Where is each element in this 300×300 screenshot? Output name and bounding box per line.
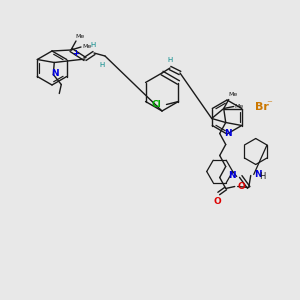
Text: Br: Br [255,102,269,112]
Text: ⁻: ⁻ [266,99,272,109]
Text: Cl: Cl [152,100,161,109]
Text: N: N [52,68,59,77]
Text: N: N [228,171,236,180]
Text: O: O [238,182,245,191]
Text: +: + [73,50,80,58]
Text: O: O [214,197,222,206]
Text: Me: Me [235,104,244,109]
Text: Me: Me [75,34,84,39]
Text: H: H [259,172,265,181]
Text: Me: Me [82,44,91,50]
Text: N: N [254,170,261,179]
Text: H: H [90,42,96,48]
Text: H: H [99,62,105,68]
Text: Me: Me [229,92,238,98]
Text: N: N [224,130,232,139]
Text: H: H [167,57,172,63]
